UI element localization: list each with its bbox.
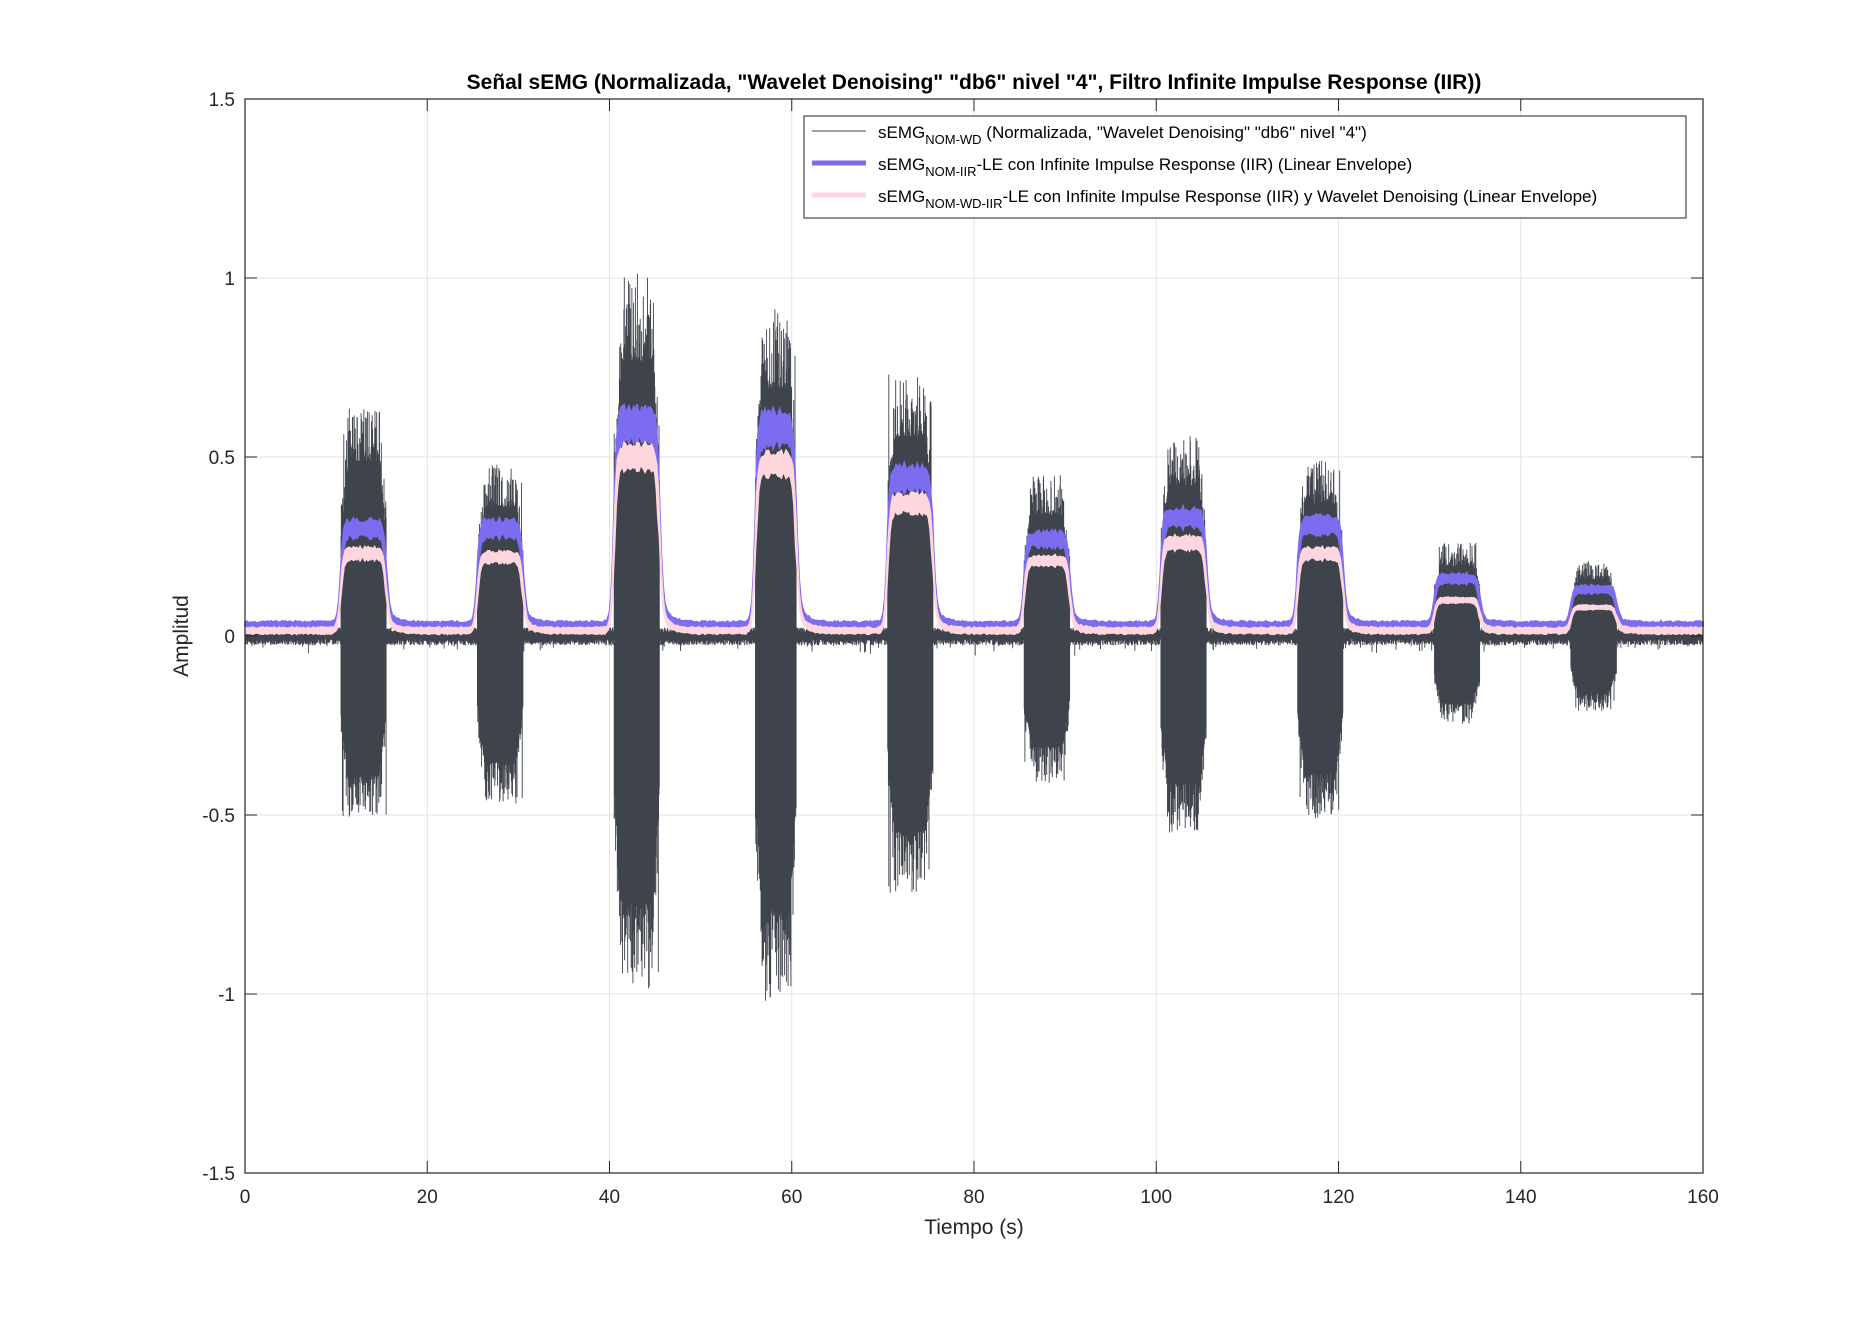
legend: sEMGNOM-WD (Normalizada, "Wavelet Denois… [803,115,1687,219]
legend-entry-wd-iir: sEMGNOM-WD-IIR-LE con Infinite Impulse R… [878,187,1597,211]
x-tick-label: 140 [1505,1187,1537,1208]
x-tick-label: 160 [1687,1187,1719,1208]
x-tick-label: 60 [781,1187,802,1208]
y-axis-label: Amplitud [170,595,193,677]
legend-entry-iir: sEMGNOM-IIR-LE con Infinite Impulse Resp… [878,155,1412,179]
legend-box [803,115,1687,219]
y-tick-label: 0 [224,627,235,648]
legend-iir-subscript: NOM-IIR [925,164,976,179]
y-tick-label: 1.5 [209,90,235,111]
legend-entry-raw: sEMGNOM-WD (Normalizada, "Wavelet Denois… [878,123,1367,147]
legend-raw-name: sEMG [878,123,925,142]
legend-wd-iir-name: sEMG [878,187,925,206]
x-tick-label: 80 [963,1187,984,1208]
legend-raw-subscript: NOM-WD [925,132,981,147]
x-tick-label: 100 [1140,1187,1172,1208]
axis-ticks: 0 20 40 60 80 100 120 140 160 -1.5 -1 -0.5 0 0.5 1 1.5 [202,90,1719,1208]
x-tick-label: 20 [417,1187,438,1208]
y-tick-label: -1.5 [202,1164,235,1185]
x-tick-label: 40 [599,1187,620,1208]
legend-iir-name: sEMG [878,155,925,174]
legend-wd-iir-suffix: -LE con Infinite Impulse Response (IIR) … [1003,187,1598,206]
chart-title: Señal sEMG (Normalizada, "Wavelet Denois… [467,71,1482,94]
y-tick-label: -1 [218,985,235,1006]
y-tick-label: 0.5 [209,448,235,469]
legend-wd-iir-subscript: NOM-WD-IIR [925,196,1002,211]
y-tick-label: -0.5 [202,806,235,827]
legend-iir-suffix: -LE con Infinite Impulse Response (IIR) … [977,155,1413,174]
legend-raw-suffix: (Normalizada, "Wavelet Denoising" "db6" … [982,123,1367,142]
x-tick-label: 120 [1323,1187,1355,1208]
x-axis-label: Tiempo (s) [924,1216,1024,1239]
x-tick-label: 0 [240,1187,251,1208]
y-tick-label: 1 [224,269,235,290]
